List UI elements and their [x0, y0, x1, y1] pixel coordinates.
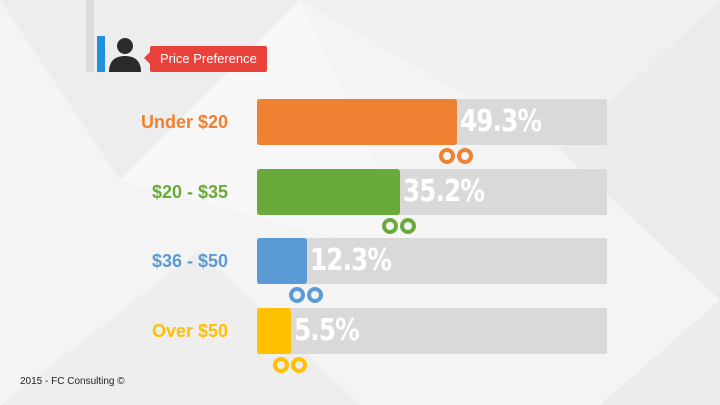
- bar-track: 49.3%: [257, 99, 607, 145]
- data-label: 49.3%: [460, 104, 542, 139]
- marker-dots-icon: [273, 357, 307, 373]
- data-label: 5.5%: [294, 313, 360, 348]
- marker-dots-icon: [382, 218, 416, 234]
- person-icon: [109, 38, 141, 72]
- category-label: $20 - $35: [151, 182, 228, 202]
- bar: [257, 169, 400, 215]
- bar: [257, 308, 291, 354]
- footer-copyright: 2015 - FC Consulting ©: [20, 376, 125, 387]
- category-label: Under $20: [140, 112, 228, 132]
- chart-title: Price Preference: [144, 46, 267, 72]
- bar-track: 35.2%: [257, 169, 607, 215]
- bar-track: 5.5%: [257, 308, 607, 354]
- data-label: 12.3%: [310, 243, 392, 278]
- bar: [257, 238, 307, 284]
- data-label: 35.2%: [403, 174, 485, 209]
- bar-track: 12.3%: [257, 238, 607, 284]
- header-divider: [86, 0, 94, 72]
- category-label: $36 - $50: [151, 251, 228, 271]
- marker-dots-icon: [289, 287, 323, 303]
- category-label: Over $50: [151, 321, 228, 341]
- marker-dots-icon: [439, 148, 473, 164]
- bar: [257, 99, 457, 145]
- header-accent-bar: [97, 36, 105, 72]
